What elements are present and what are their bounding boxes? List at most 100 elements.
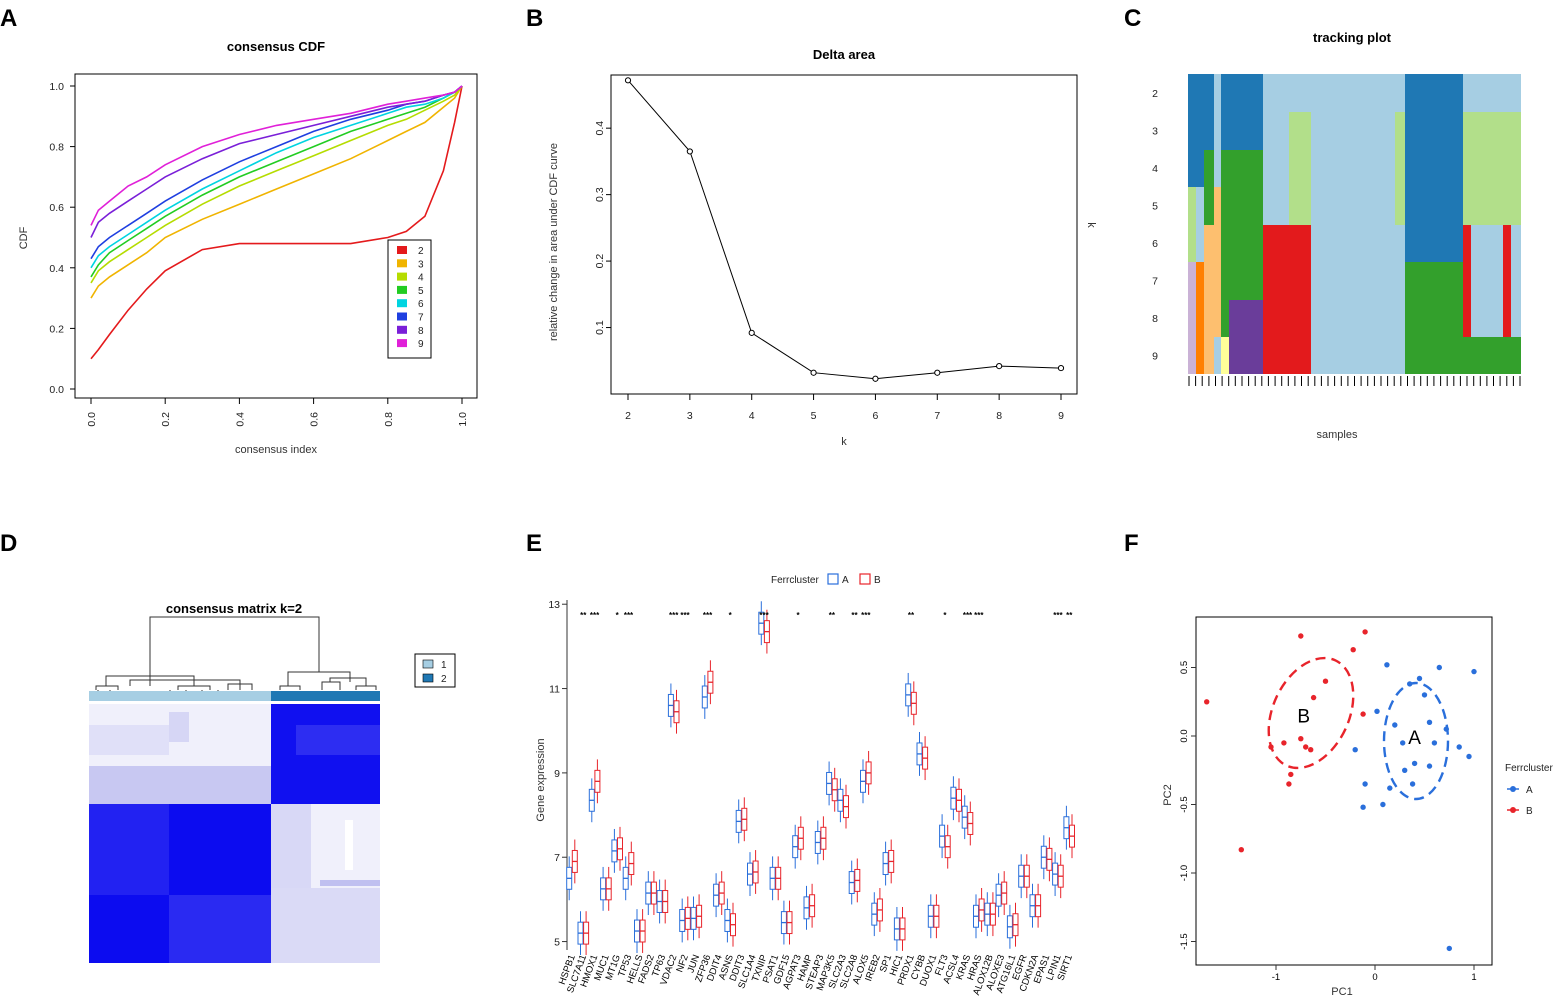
tracking-cell — [1395, 112, 1405, 225]
panel-e: E Ferrcluster A B 5 7 9 11 13 Gene expressio… — [526, 530, 1075, 997]
tracking-cell — [1263, 225, 1311, 374]
tracking-cell — [1204, 225, 1214, 374]
pca-point-a — [1443, 726, 1450, 732]
panel-label-a: A — [0, 5, 17, 32]
tracking-cell — [1405, 74, 1463, 112]
delta-point-k7 — [934, 369, 941, 376]
cdf-lines — [90, 85, 463, 360]
sig-ALOX5: *** — [861, 611, 871, 620]
cdf-y-tick-label: 0.6 — [49, 202, 64, 214]
legend-swatch-2 — [422, 673, 434, 683]
tracking-heatmap — [1188, 74, 1521, 374]
panel-f: F -1.5-1.0-0.50.00.5 -1 0 1 BA PC1 PC2 Fer… — [1124, 530, 1553, 998]
sig-LPIN1: *** — [1053, 611, 1063, 620]
pca-point-a — [1416, 675, 1423, 682]
boxplot-boxes — [566, 601, 1075, 956]
pca-point-b — [1281, 740, 1287, 746]
delta-x-tick-label: 3 — [687, 410, 693, 422]
delta-point-k6 — [872, 375, 879, 382]
pca-point-a — [1362, 781, 1368, 787]
delta-x-tick-label: 5 — [811, 410, 817, 422]
legend-label-2: 2 — [441, 674, 447, 685]
delta-x-tick-label: 7 — [934, 410, 940, 422]
delta-area-path — [627, 79, 1062, 380]
cdf-x-ticks: 0.0 0.2 0.4 0.6 0.8 1.0 — [86, 398, 469, 427]
cdf-x-tick-label: 0.4 — [234, 412, 246, 427]
panel-label-e: E — [526, 530, 542, 557]
delta-y-tick-label: 0.2 — [594, 254, 606, 269]
cdf-legend-box — [387, 239, 432, 359]
cdf-plot-frame — [74, 73, 478, 399]
boxplot-legend-swatch-a — [827, 573, 839, 585]
delta-y-tick-label: 0.3 — [594, 187, 606, 202]
pca-point-b — [1360, 711, 1366, 717]
delta-x-tick-label: 4 — [749, 410, 755, 422]
cdf-legend-swatch-k4 — [397, 272, 407, 281]
panel-d: D consensus matrix k=2 — [0, 530, 456, 963]
pca-legend-a: A — [1526, 785, 1533, 796]
pca-point-b — [1362, 629, 1368, 635]
cdf-title: consensus CDF — [227, 39, 325, 54]
cdf-y-ticks: 0.0 0.2 0.4 0.6 0.8 1.0 — [49, 81, 75, 396]
heatmap-cell — [345, 820, 353, 870]
boxplot-legend: Ferrcluster A B — [771, 573, 881, 586]
pca-point-a — [1471, 668, 1477, 675]
boxplot-legend-a: A — [842, 575, 849, 586]
pca-point-b — [1350, 647, 1356, 653]
tracking-cell — [1463, 225, 1471, 337]
pca-group-labels: BA — [1297, 706, 1421, 749]
pca-point-a — [1392, 722, 1398, 728]
pca-y-tick-label: -0.5 — [1179, 796, 1190, 812]
tracking-row-label-k7: 7 — [1152, 275, 1158, 287]
tracking-row-label-k9: 9 — [1152, 350, 1158, 362]
cdf-x-tick-label: 0.0 — [86, 412, 98, 427]
pca-point-a — [1374, 708, 1380, 714]
delta-area-line — [624, 77, 1065, 382]
cdf-y-tick-label: 0.2 — [49, 323, 64, 335]
pca-point-b — [1308, 747, 1314, 753]
cdf-line-k6 — [90, 85, 463, 269]
sig-TXNIP: *** — [759, 611, 769, 620]
tracking-cell — [1229, 300, 1263, 374]
tracking-cell — [1204, 150, 1214, 225]
cdf-x-tick-label: 0.6 — [309, 412, 321, 427]
sig-AGPAT3: * — [796, 611, 800, 620]
pca-legend-title: Ferrcluster — [1505, 763, 1553, 774]
sig-ASNS: * — [729, 611, 733, 620]
cdf-legend-label-k5: 5 — [418, 286, 424, 297]
cdf-legend-label-k8: 8 — [418, 326, 424, 337]
heatmap-cell — [89, 804, 169, 895]
tracking-cell — [1503, 225, 1511, 337]
pca-point-b — [1298, 633, 1304, 639]
cdf-legend-label-k2: 2 — [418, 246, 424, 257]
pca-y-ticks: -1.5 -1.0 -0.5 0.0 0.5 — [1179, 661, 1196, 950]
panel-label-d: D — [0, 530, 17, 557]
delta-y-ticks: 0.1 0.2 0.3 0.4 — [594, 121, 611, 335]
pca-point-b — [1288, 771, 1294, 778]
tracking-row-label-k8: 8 — [1152, 313, 1158, 325]
cdf-line-k2 — [90, 85, 463, 360]
boxplot-y-ticks: 5 7 9 11 13 — [548, 599, 567, 949]
cdf-legend-label-k4: 4 — [418, 273, 424, 284]
pca-point-a — [1436, 664, 1443, 671]
pca-point-a — [1446, 945, 1453, 952]
cdf-x-label: consensus index — [235, 444, 317, 456]
sig-TP53: *** — [624, 611, 634, 620]
sig-VDAC2: *** — [669, 611, 679, 620]
delta-point-k2 — [624, 77, 632, 84]
pca-group-label-a: A — [1408, 728, 1421, 749]
heatmap-cell — [169, 895, 271, 963]
tracking-title: tracking plot — [1313, 30, 1392, 45]
boxplot-y-tick-label: 9 — [554, 768, 560, 780]
sig-ZFP36: *** — [703, 611, 713, 620]
delta-y-tick-label: 0.4 — [594, 121, 606, 136]
tracking-cell — [1463, 112, 1521, 225]
pca-legend-marker-a — [1510, 786, 1516, 792]
delta-y-tick-label: 0.1 — [594, 320, 606, 335]
sig-HMOX1: *** — [590, 611, 600, 620]
sig-KRAS: *** — [963, 611, 973, 620]
delta-x-tick-label: 9 — [1058, 410, 1064, 422]
tracking-cell — [1405, 112, 1463, 262]
pca-legend-marker-b — [1510, 807, 1516, 813]
